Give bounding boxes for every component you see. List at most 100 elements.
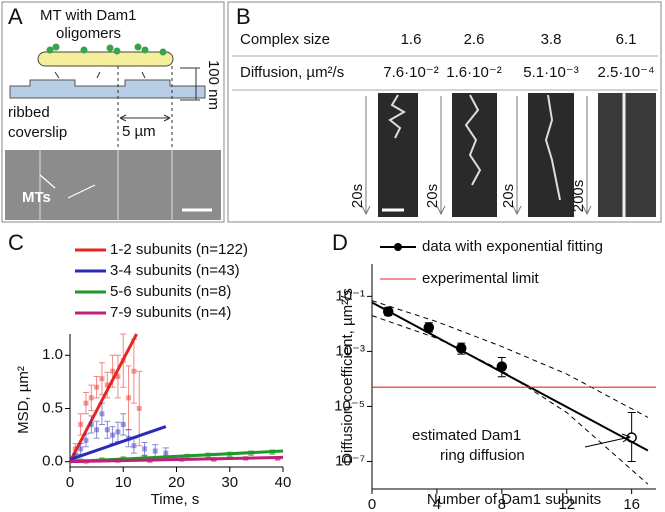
data-point	[110, 368, 116, 374]
data-point	[78, 421, 84, 427]
x-tick-label: 30	[221, 474, 238, 491]
table-cell: 1.6	[401, 31, 422, 48]
x-tick-label: 12	[558, 496, 575, 512]
micrograph-mts	[39, 150, 173, 220]
annotation-arrow	[584, 433, 632, 448]
time-label: 20s	[349, 184, 366, 208]
data-point	[115, 429, 121, 435]
x-tick-label: 16	[623, 496, 640, 512]
data-point	[78, 446, 84, 452]
error-bar	[88, 384, 95, 412]
data-point	[83, 400, 89, 406]
error-bar	[104, 420, 111, 439]
y-axis-label: MSD, µm²	[15, 366, 32, 434]
fit-line	[371, 301, 649, 452]
panel-label: A	[8, 4, 23, 29]
width-label: 5 µm	[122, 123, 156, 140]
table-cell: 5.1·10⁻³	[523, 64, 578, 81]
diagram-title: oligomers	[56, 25, 121, 42]
error-bar	[120, 413, 127, 436]
data-point	[110, 432, 116, 438]
data-point	[83, 437, 89, 443]
data-point	[88, 421, 94, 427]
substrate-label: coverslip	[8, 124, 67, 141]
data-point	[94, 384, 100, 390]
x-tick-label: 4	[433, 496, 441, 512]
image-arrows	[39, 174, 96, 199]
time-label: 20s	[500, 184, 517, 208]
data-point	[99, 376, 105, 382]
table-cell: 6.1	[616, 31, 637, 48]
time-label: 200s	[570, 180, 587, 213]
error-bar	[104, 371, 111, 399]
fit-line	[68, 333, 138, 463]
data-point	[163, 450, 169, 456]
y-tick-label: 10⁻³	[335, 342, 365, 359]
error-bar	[141, 442, 148, 456]
height-label: 100 nm	[205, 60, 222, 110]
confidence-band	[371, 300, 649, 418]
error-bar	[88, 415, 95, 434]
legend-label: 5-6 subunits (n=8)	[110, 283, 231, 300]
data-point	[152, 448, 158, 454]
x-tick-label: 8	[498, 496, 506, 512]
y-tick-label: 10⁻¹	[335, 287, 365, 304]
coverslip	[9, 79, 206, 99]
fit-line	[69, 425, 167, 461]
fit-line	[69, 455, 284, 464]
x-tick-label: 0	[368, 496, 376, 512]
linkers	[54, 71, 146, 79]
x-axis-label: Time, s	[151, 491, 200, 508]
x-tick-label: 20	[168, 474, 185, 491]
data-point	[99, 411, 105, 417]
legend-label: 7-9 subunits (n=4)	[110, 304, 231, 321]
data-point	[120, 421, 126, 427]
height-bracket	[180, 67, 200, 101]
width-arrow	[119, 114, 171, 122]
annotation: ring diffusion	[440, 447, 525, 464]
data-point	[115, 374, 121, 380]
y-tick-label: 1.0	[42, 346, 63, 363]
table-cell: 2.5·10⁻⁴	[598, 64, 655, 81]
data-point	[104, 427, 110, 433]
y-axis-label: Diffusion coefficient, µm²/s	[339, 288, 356, 464]
data-point	[142, 446, 148, 452]
panel-label: C	[8, 230, 24, 255]
kymographs	[361, 93, 656, 217]
x-tick-label: 0	[66, 474, 74, 491]
y-tick-label: 0.5	[42, 399, 63, 416]
confidence-band	[371, 315, 649, 485]
error-bar	[98, 402, 105, 425]
error-bar	[93, 420, 100, 439]
panel-frame	[227, 1, 662, 223]
data-point	[104, 382, 110, 388]
table-cell: 2.6	[464, 31, 485, 48]
error-bar	[136, 370, 143, 447]
x-axis-label: Number of Dam1 subunits	[427, 491, 601, 508]
table-row-label: Complex size	[240, 31, 330, 48]
oligomers	[46, 43, 167, 56]
data-point	[136, 405, 142, 411]
data-point	[88, 395, 94, 401]
substrate-label: ribbed	[8, 104, 50, 121]
table-row-label: Diffusion, µm²/s	[240, 64, 344, 81]
x-tick-label: 10	[115, 474, 132, 491]
legend-label: data with exponential fitting	[422, 238, 603, 255]
data-point	[94, 427, 100, 433]
image-label: MTs	[22, 189, 51, 206]
legend-label: 1-2 subunits (n=122)	[110, 241, 248, 258]
diagram-title: MT with Dam1	[40, 7, 136, 24]
legend-marker	[394, 243, 402, 251]
table-cell: 1.6·10⁻²	[446, 64, 501, 81]
data-point	[131, 368, 137, 374]
panel-label: B	[236, 4, 251, 29]
table-cell: 3.8	[541, 31, 562, 48]
x-tick-label: 40	[275, 474, 292, 491]
annotation: estimated Dam1	[412, 427, 521, 444]
time-label: 20s	[424, 184, 441, 208]
table-cell: 7.6·10⁻²	[383, 64, 438, 81]
error-bar	[82, 392, 89, 415]
legend-label: 3-4 subunits (n=43)	[110, 262, 240, 279]
error-bar	[93, 376, 100, 399]
